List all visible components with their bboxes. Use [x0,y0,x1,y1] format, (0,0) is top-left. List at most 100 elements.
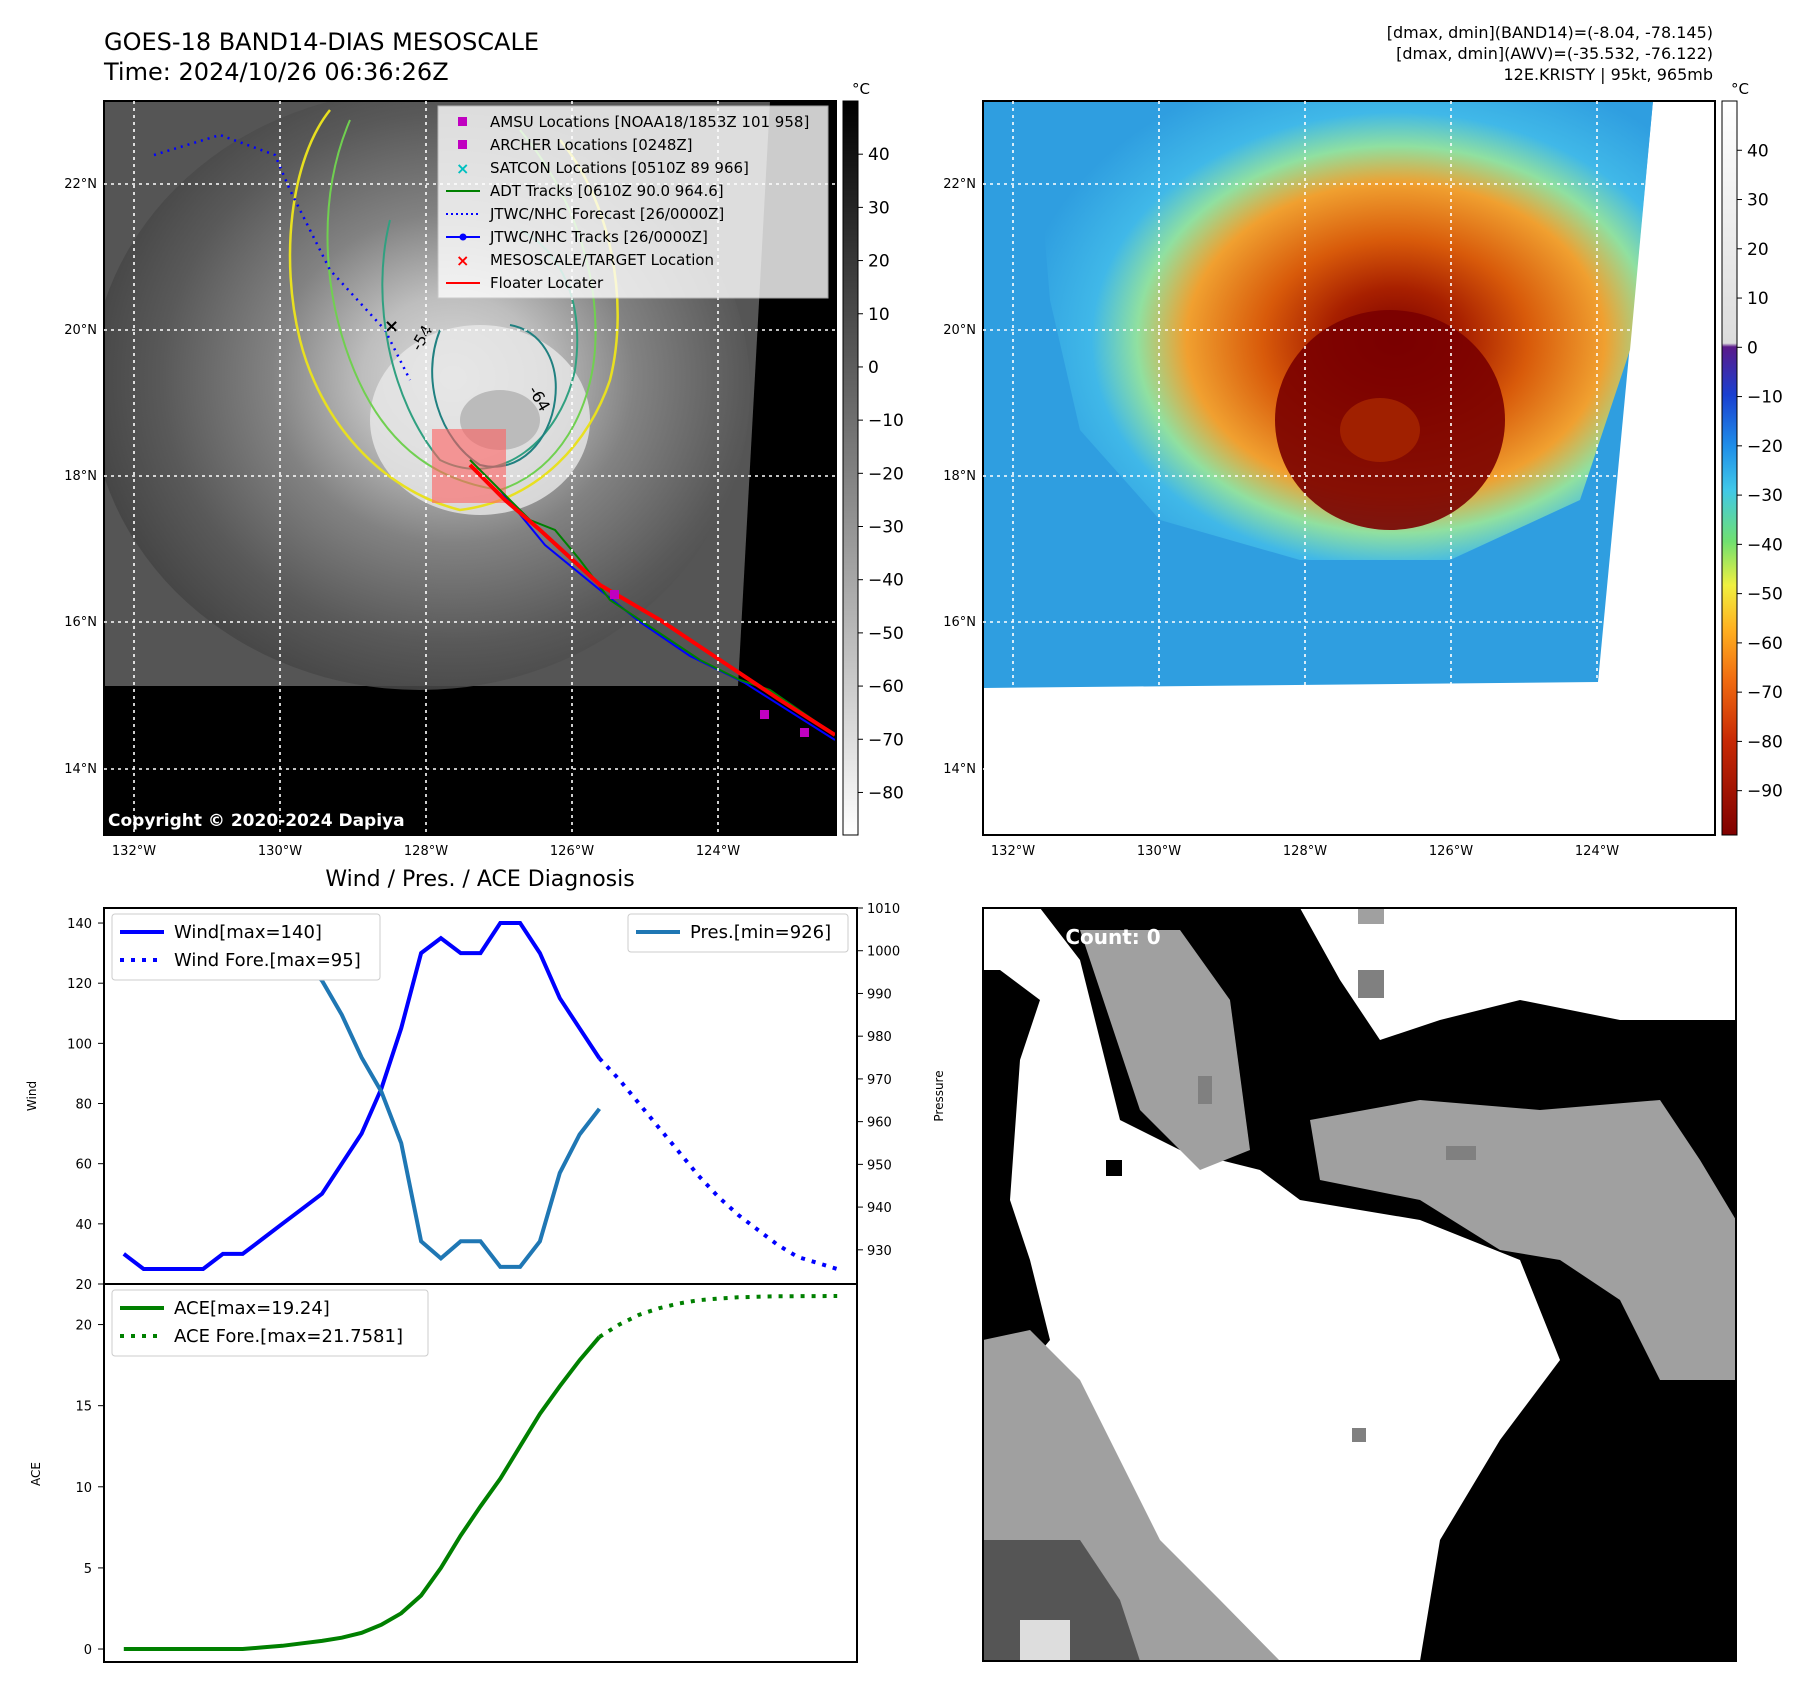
lat-label-r-14: 14°N [943,762,976,777]
ace-series [123,1294,838,1651]
lon-label-r-124: 124°W [1575,844,1619,859]
right-lon-labels: 132°W 130°W 128°W 126°W 124°W [991,844,1619,859]
wind-legend: Wind[max=140] Wind Fore.[max=95] [111,913,381,981]
wmg-count-label: WMG Count: 0 [1000,925,1161,949]
axis-tick-label: 40 [75,1218,92,1233]
figure-title: GOES-18 BAND14-DIAS MESOSCALE [104,28,539,56]
storm-info: 12E.KRISTY | 95kt, 965mb [1504,65,1714,84]
legend-marker-x: × [456,159,469,178]
right-map-grid [983,101,1715,835]
colorbar-tick-label: 40 [1747,141,1769,161]
lat-label-r-18: 18°N [943,469,976,484]
legend-label: ACE Fore.[max=21.7581] [174,1326,403,1347]
series-line [123,1335,601,1651]
axis-tick-label: 970 [867,1073,892,1088]
ace-axis-ticks: 0 5 10 15 20 [75,1319,104,1658]
ace-legend: ACE[max=19.24] ACE Fore.[max=21.7581] [111,1289,429,1357]
color-colorbar-ticks: 40 30 20 10 0 −10 −20 −30 −40 −50 −60 −70 −80 −90 [1737,141,1783,802]
legend-box [111,913,381,981]
colorbar-tick-label: −30 [1747,486,1783,506]
colorbar-tick-label: −50 [868,624,904,644]
legend-marker-square [458,117,467,126]
axis-tick-label: 140 [67,917,92,932]
lon-label-132: 132°W [112,844,156,859]
legend-label: Wind[max=140] [174,922,322,943]
legend-marker-x: × [456,251,469,270]
axis-tick-label: 100 [67,1037,92,1052]
lat-label-16: 16°N [64,615,97,630]
axis-tick-label: 10 [75,1481,92,1496]
wmg-panel [983,908,1736,1661]
legend-label: ACE[max=19.24] [174,1298,330,1319]
colorbar-tick-label: 0 [868,358,879,378]
lon-label-r-132: 132°W [991,844,1035,859]
colorbar-tick-label: −10 [868,411,904,431]
axis-tick-label: 980 [867,1030,892,1045]
lon-label-r-128: 128°W [1283,844,1327,859]
axis-tick-label: 960 [867,1116,892,1131]
legend-box [111,1289,429,1357]
legend-label: MESOSCALE/TARGET Location [490,251,714,269]
legend-box [627,913,849,953]
colorbar-tick-label: −90 [1747,782,1783,802]
colorbar-tick-label: −80 [868,783,904,803]
left-lon-labels: 132°W 130°W 128°W 126°W 124°W [112,844,740,859]
colorbar-tick-label: −70 [1747,683,1783,703]
colorbar-tick-label: 10 [1747,289,1769,309]
colorbar-tick-label: 30 [1747,191,1769,211]
axis-tick-label: 0 [84,1643,92,1658]
lon-label-r-130: 130°W [1137,844,1181,859]
colorbar-tick-label: 30 [868,198,890,218]
series-line [598,1294,838,1339]
copyright-text: Copyright © 2020-2024 Dapiya [108,811,405,831]
colorbar-tick-label: 10 [868,305,890,325]
left-map-frame [103,100,837,836]
color-colorbar [1721,100,1738,836]
figure-time: Time: 2024/10/26 06:36:26Z [103,58,449,86]
legend-marker-dot [459,233,467,241]
gray-colorbar [842,100,859,836]
ace-axis-label: ACE [29,1462,43,1486]
axis-tick-label: 20 [75,1319,92,1334]
color-ir-map [983,101,1715,835]
colorbar-tick-label: −20 [1747,437,1783,457]
legend-marker-square [458,140,467,149]
lon-label-128: 128°W [404,844,448,859]
legend-label: JTWC/NHC Forecast [26/0000Z] [489,205,724,223]
lon-label-r-126: 126°W [1429,844,1473,859]
stats-band14: [dmax, dmin](BAND14)=(-8.04, -78.145) [1387,23,1713,42]
stats-awv: [dmax, dmin](AWV)=(-35.532, -76.122) [1396,44,1713,63]
lat-label-14: 14°N [64,762,97,777]
left-map-grid [104,101,836,835]
right-lat-labels: 22°N 20°N 18°N 16°N 14°N [943,177,976,777]
right-map-frame [982,100,1716,836]
colorbar-tick-label: −80 [1747,732,1783,752]
wind-axis-label: Wind [25,1081,39,1111]
colorbar-tick-label: −20 [868,464,904,484]
map-legend: AMSU Locations [NOAA18/1853Z 101 958] ARC… [437,105,829,299]
pressure-axis-ticks: 930 940 950 960 970 980 990 1000 1010 [857,902,900,1259]
legend-label: ARCHER Locations [0248Z] [490,136,693,154]
legend-label: SATCON Locations [0510Z 89 966] [490,159,749,177]
series-line [122,921,602,1271]
colorbar-tick-label: 20 [868,252,890,272]
axis-tick-label: 1010 [867,902,900,917]
wind-series [122,921,838,1271]
diagnosis-title: Wind / Pres. / ACE Diagnosis [325,867,634,892]
lon-label-126: 126°W [550,844,594,859]
wmg-frame [982,907,1737,1662]
colorbar-tick-label: −30 [868,518,904,538]
lat-label-r-16: 16°N [943,615,976,630]
gray-colorbar-ticks: 40 30 20 10 0 −10 −20 −30 −40 −50 −60 −70 −80 [858,145,904,803]
pressure-legend: Pres.[min=926] [627,913,849,953]
axis-tick-label: 930 [867,1244,892,1259]
colorbar-tick-label: −60 [1747,634,1783,654]
axis-tick-label: 60 [75,1158,92,1173]
colorbar-tick-label: 20 [1747,240,1769,260]
color-colorbar-unit: °C [1731,80,1749,98]
lon-label-130: 130°W [258,844,302,859]
legend-label: Wind Fore.[max=95] [174,950,361,971]
lat-label-18: 18°N [64,469,97,484]
colorbar-tick-label: −70 [868,730,904,750]
